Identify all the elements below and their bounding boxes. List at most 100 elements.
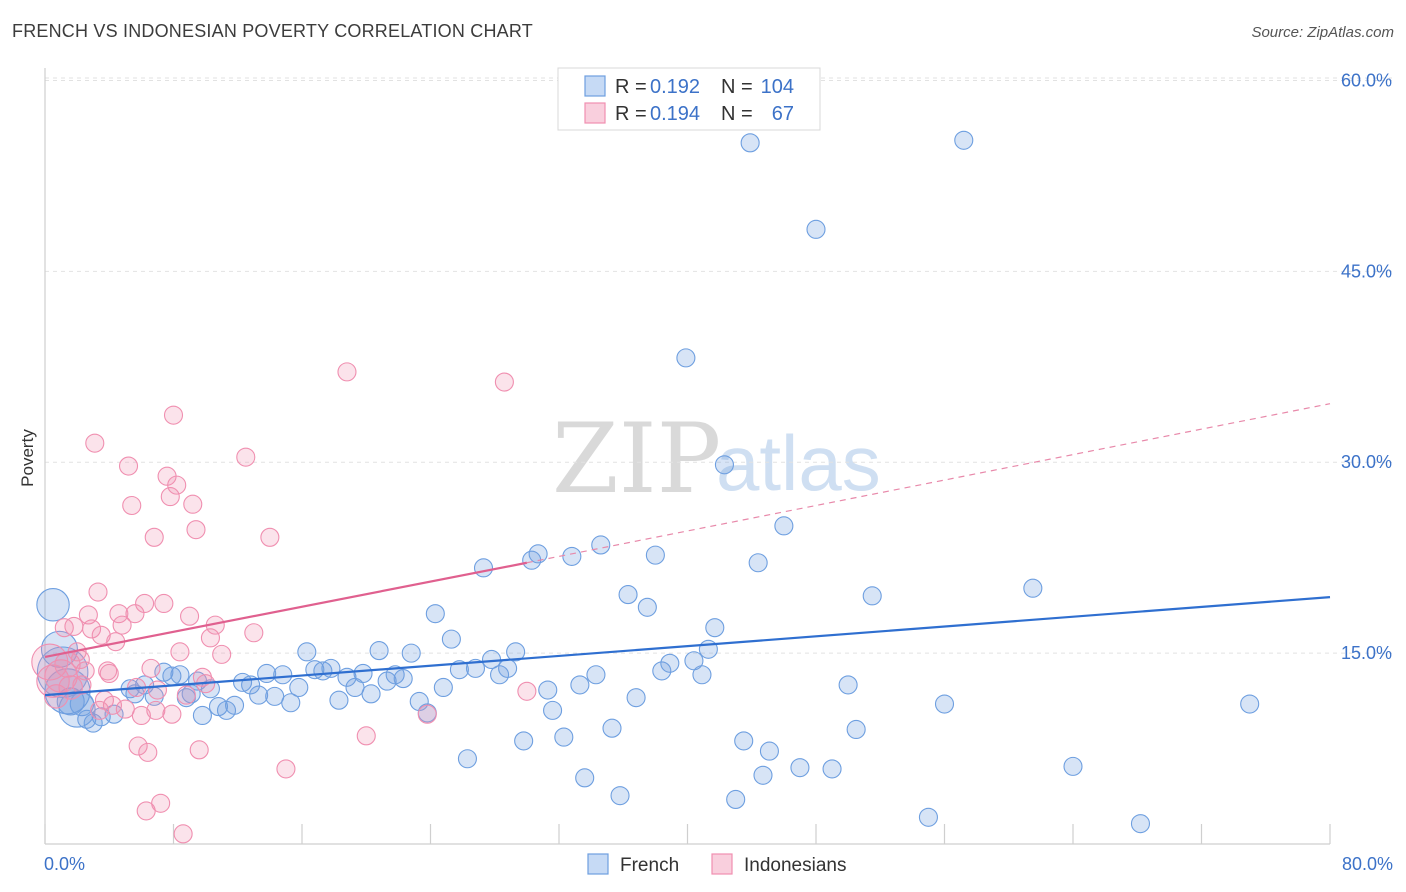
point-french [528, 544, 548, 564]
point-french [748, 553, 768, 573]
point-indonesians [128, 736, 148, 756]
bottom-legend-label-french: French [620, 855, 679, 876]
point-french [562, 546, 582, 566]
y-tick-labels: 15.0% 30.0% 45.0% 60.0% [1341, 70, 1392, 663]
y-tick-label: 45.0% [1341, 261, 1392, 281]
y-tick-label: 30.0% [1341, 452, 1392, 472]
trend-line-indonesians [44, 561, 528, 659]
point-indonesians [163, 405, 184, 425]
point-french [170, 665, 190, 685]
point-french [753, 765, 773, 785]
point-indonesians [75, 661, 95, 681]
series-french [36, 130, 1260, 834]
point-indonesians [212, 644, 232, 664]
point-french [490, 665, 510, 685]
point-indonesians [99, 663, 119, 684]
point-french [377, 671, 397, 691]
point-indonesians [141, 658, 161, 678]
point-french [498, 658, 518, 678]
legend-n-value-french: 104 [761, 76, 794, 98]
watermark-atlas: atlas [716, 419, 881, 507]
point-french [740, 133, 760, 153]
point-french [790, 758, 810, 778]
point-indonesians [91, 625, 111, 645]
point-french [618, 585, 638, 605]
legend-n-value-indonesians: 67 [772, 103, 794, 125]
point-indonesians [517, 681, 537, 701]
point-french [862, 586, 882, 606]
point-french [774, 516, 794, 536]
point-french [265, 686, 285, 706]
point-french [401, 643, 421, 663]
point-indonesians [167, 475, 187, 495]
legend-swatch-french [584, 75, 606, 97]
y-tick-label: 15.0% [1341, 643, 1392, 663]
trend-lines [44, 403, 1331, 697]
point-french [586, 665, 606, 685]
legend-box: R = 0.192 N = 104 R = 0.194 N = 67 [557, 67, 821, 131]
bottom-legend-label-indonesians: Indonesians [744, 855, 846, 876]
point-french [353, 663, 373, 684]
point-indonesians [180, 606, 200, 626]
point-french [575, 768, 595, 788]
point-french [40, 630, 79, 668]
point-indonesians [135, 593, 155, 614]
point-french [433, 677, 453, 698]
point-french [543, 700, 563, 720]
point-french [233, 672, 253, 692]
point-french [313, 661, 333, 681]
point-french [918, 807, 938, 827]
point-french [554, 727, 574, 747]
point-french [838, 675, 858, 695]
trend-line-indonesians-extrapolated [526, 403, 1331, 564]
point-indonesians [154, 593, 174, 614]
point-french [249, 685, 269, 705]
point-french [1023, 578, 1043, 598]
gridlines [45, 77, 1392, 654]
point-french [692, 665, 712, 685]
point-french [759, 741, 779, 761]
point-indonesians [72, 675, 92, 695]
x-tick-labels: 0.0% 80.0% [44, 854, 1393, 874]
point-indonesians [173, 824, 193, 844]
point-french [192, 705, 212, 726]
point-french [281, 693, 301, 713]
point-french [449, 660, 469, 680]
point-french [297, 642, 317, 662]
point-indonesians [494, 372, 514, 392]
point-indonesians [356, 726, 376, 746]
point-french [425, 604, 445, 624]
legend-r-value-french: 0.192 [650, 76, 700, 98]
point-french [1240, 694, 1260, 714]
legend-n-label-indonesians: N = [721, 103, 753, 125]
point-indonesians [125, 604, 145, 624]
point-indonesians [146, 700, 166, 720]
source-label: Source: ZipAtlas.com [1251, 24, 1394, 41]
point-french [369, 641, 389, 661]
point-indonesians [85, 433, 105, 453]
point-indonesians [112, 615, 132, 635]
trend-line-french [44, 596, 1331, 697]
point-french [289, 677, 309, 698]
point-french [329, 690, 349, 710]
legend-r-value-indonesians: 0.194 [650, 103, 700, 125]
point-indonesians [115, 699, 135, 719]
point-french [273, 665, 293, 685]
point-indonesians [144, 527, 164, 547]
point-french [538, 680, 558, 700]
point-french [652, 661, 672, 681]
bottom-legend-swatch-indonesians [711, 853, 733, 875]
point-french [637, 597, 657, 617]
point-french [726, 789, 746, 810]
point-french [1063, 756, 1083, 776]
point-indonesians [162, 704, 182, 724]
point-indonesians [78, 605, 98, 625]
point-french [393, 669, 413, 689]
legend-r-label-french: R = [615, 76, 647, 98]
point-french [514, 731, 534, 751]
point-french [660, 653, 680, 673]
point-french [610, 786, 630, 806]
legend-swatch-indonesians [584, 102, 606, 124]
point-indonesians [54, 618, 74, 638]
